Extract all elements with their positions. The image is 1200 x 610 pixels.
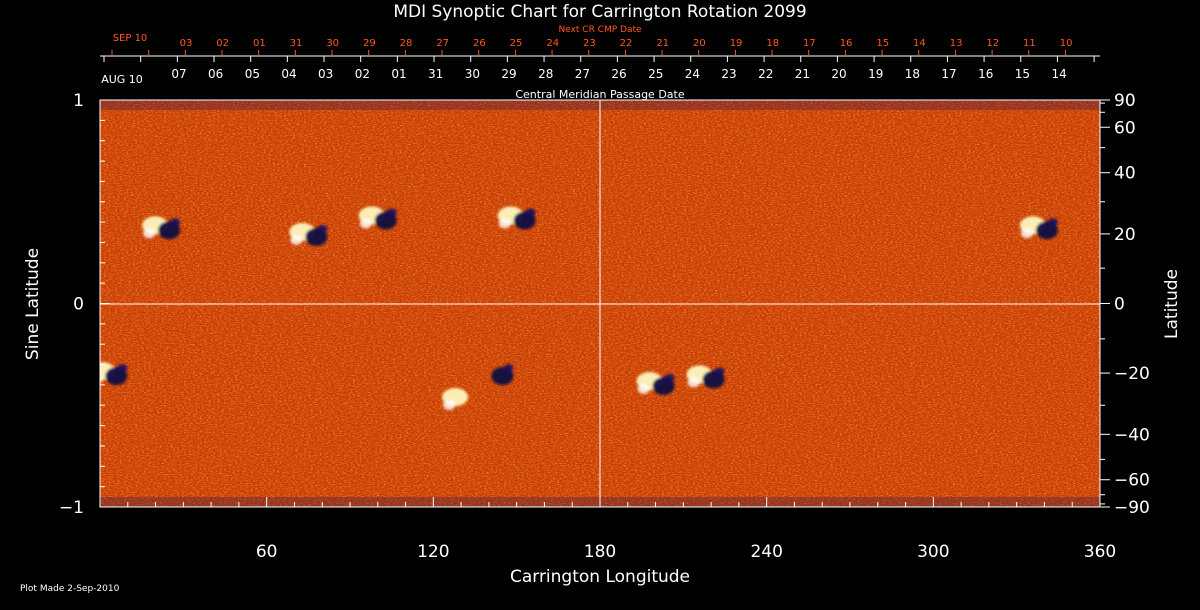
next-cr-date-label: 02	[216, 38, 229, 49]
plot-made-note: Plot Made 2-Sep-2010	[20, 584, 120, 594]
cmp-date-label: 18	[905, 67, 920, 81]
active-region	[289, 222, 328, 246]
next-cr-date-label: 21	[656, 38, 669, 49]
cmp-date-label: 25	[648, 67, 663, 81]
cmp-date-axis: 07 06 05 04 03 02 01 31 30 29 28 27 26 25 24 23 22 21 20 19…	[100, 55, 1100, 81]
cmp-date-label: 29	[501, 67, 516, 81]
cmp-date-label: 26	[611, 67, 626, 81]
cmp-date-label: 16	[978, 67, 993, 81]
next-cr-date-label: 20	[693, 38, 706, 49]
next-cr-date-label: 13	[950, 38, 963, 49]
active-region	[491, 364, 514, 386]
magnetogram-map	[100, 100, 1100, 507]
cmp-axis-label: Central Meridian Passage Date	[515, 88, 684, 101]
next-cr-date-label: 15	[876, 38, 889, 49]
cmp-date-label: 17	[941, 67, 956, 81]
cmp-date-label: 07	[171, 67, 186, 81]
x-tick-label: 360	[1084, 542, 1116, 562]
next-cr-date-label: 26	[473, 38, 486, 49]
cmp-start-label: AUG 10	[101, 73, 143, 86]
next-cr-date-label: 25	[510, 38, 523, 49]
y-right-tick-label: 90	[1114, 91, 1136, 111]
active-region	[358, 206, 397, 230]
cmp-date-label: 01	[391, 67, 406, 81]
next-cr-date-label: 12	[986, 38, 999, 49]
next-cr-date-label: 22	[620, 38, 633, 49]
next-cr-date-label: 16	[840, 38, 853, 49]
cmp-date-label: 04	[281, 67, 296, 81]
active-region	[442, 388, 469, 411]
y-right-tick-label: 20	[1114, 225, 1136, 245]
active-region	[142, 216, 181, 240]
cmp-date-label: 30	[465, 67, 480, 81]
next-cr-date-label: 18	[766, 38, 779, 49]
next-cr-start-label: SEP 10	[113, 33, 148, 44]
cmp-date-label: 19	[868, 67, 883, 81]
cmp-date-label: 15	[1015, 67, 1030, 81]
cmp-date-label: 22	[758, 67, 773, 81]
next-cr-date-label: 23	[583, 38, 596, 49]
y-right-tick-label: −20	[1114, 364, 1150, 384]
next-cr-date-label: 17	[803, 38, 816, 49]
x-tick-label: 240	[750, 542, 782, 562]
cmp-date-label: 20	[831, 67, 846, 81]
cmp-date-label: 02	[355, 67, 370, 81]
y-axis-right: 90 60 40 20 0 −20 −40 −60 −90	[1100, 91, 1150, 518]
cmp-date-label: 14	[1051, 67, 1066, 81]
y-axis-label-right: Latitude	[1162, 269, 1182, 339]
x-tick-label: 60	[256, 542, 278, 562]
next-cr-date-label: 29	[363, 38, 376, 49]
y-left-tick-label: 1	[73, 91, 84, 111]
cmp-date-label: 23	[721, 67, 736, 81]
cmp-date-label: 03	[318, 67, 333, 81]
next-cr-date-label: 27	[436, 38, 449, 49]
x-tick-label: 120	[417, 542, 449, 562]
x-tick-label: 180	[584, 542, 616, 562]
next-cr-axis-label: Next CR CMP Date	[558, 25, 642, 35]
next-cr-date-label: 01	[253, 38, 266, 49]
y-right-tick-label: 40	[1114, 164, 1136, 184]
cmp-date-label: 27	[575, 67, 590, 81]
y-right-tick-label: −40	[1114, 425, 1150, 445]
y-axis-label-left: Sine Latitude	[23, 248, 43, 360]
x-tick-label: 300	[917, 542, 949, 562]
y-left-tick-label: 0	[73, 295, 84, 315]
cmp-date-label: 28	[538, 67, 553, 81]
cmp-date-label: 21	[795, 67, 810, 81]
y-left-tick-label: −1	[59, 498, 84, 518]
cmp-date-label: 24	[685, 67, 700, 81]
cmp-date-label: 06	[208, 67, 223, 81]
next-cr-date-label: 11	[1023, 38, 1036, 49]
active-region	[686, 365, 725, 389]
next-cr-date-axis: 03 02 01 31 30 29 28 27 26 25 24 23 22 21 20 19 18 17 16 15…	[111, 38, 1073, 55]
next-cr-date-label: 10	[1060, 38, 1073, 49]
active-region	[100, 362, 128, 386]
active-region	[636, 372, 675, 396]
x-axis-label: Carrington Longitude	[510, 567, 690, 587]
next-cr-date-label: 19	[730, 38, 743, 49]
y-axis-left: 1 0 −1	[59, 91, 110, 518]
y-right-tick-label: 0	[1114, 295, 1125, 315]
y-right-tick-label: −60	[1114, 471, 1150, 491]
next-cr-date-label: 14	[913, 38, 926, 49]
x-axis: 60 120 180 240 300 360	[127, 497, 1116, 562]
y-right-tick-label: 60	[1114, 118, 1136, 138]
next-cr-date-label: 28	[400, 38, 413, 49]
active-region	[497, 206, 536, 230]
next-cr-date-label: 31	[290, 38, 303, 49]
cmp-date-label: 31	[428, 67, 443, 81]
y-right-tick-label: −90	[1114, 498, 1150, 518]
next-cr-date-label: 24	[546, 38, 559, 49]
active-region	[1019, 216, 1058, 240]
cmp-date-label: 05	[245, 67, 260, 81]
chart-title: MDI Synoptic Chart for Carrington Rotati…	[393, 2, 806, 22]
next-cr-date-label: 03	[180, 38, 193, 49]
next-cr-date-label: 30	[326, 38, 339, 49]
